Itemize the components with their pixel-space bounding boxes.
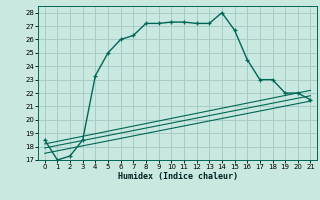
- X-axis label: Humidex (Indice chaleur): Humidex (Indice chaleur): [118, 172, 238, 181]
